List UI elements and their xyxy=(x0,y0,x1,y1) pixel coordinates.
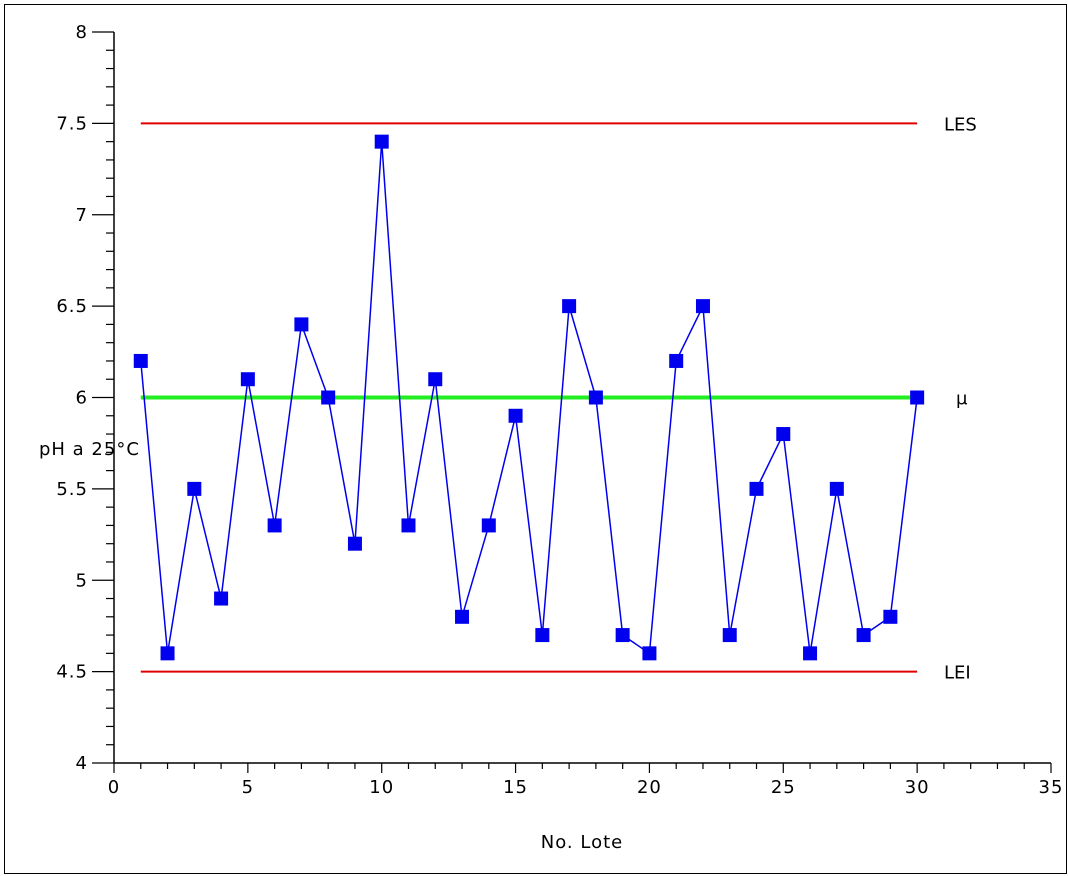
x-tick-label: 35 xyxy=(1039,777,1064,798)
x-axis-title: No. Lote xyxy=(541,832,623,853)
data-point xyxy=(856,628,871,643)
data-point xyxy=(749,481,764,496)
data-point xyxy=(267,518,282,533)
x-tick-label: 5 xyxy=(242,777,254,798)
data-point xyxy=(562,299,577,314)
y-tick-label: 5 xyxy=(76,570,88,591)
data-point xyxy=(535,628,550,643)
y-tick-label: 5.5 xyxy=(56,479,88,500)
reference-line-label: μ xyxy=(956,389,968,410)
data-point xyxy=(883,609,898,624)
data-point xyxy=(508,408,523,423)
data-point xyxy=(187,481,202,496)
series-line xyxy=(140,141,918,655)
y-tick-label: 6.5 xyxy=(56,296,88,317)
data-point xyxy=(455,609,470,624)
x-tick-label: 25 xyxy=(771,777,796,798)
y-tick-label: 6 xyxy=(76,388,88,409)
reference-lines: LES μ LEI xyxy=(140,114,977,684)
data-point xyxy=(669,353,684,368)
y-tick-label: 4 xyxy=(76,753,88,774)
reference-line-label: LEI xyxy=(944,663,971,684)
data-point xyxy=(401,518,416,533)
x-tick-label: 30 xyxy=(905,777,930,798)
y-tick-label: 4.5 xyxy=(56,662,88,683)
data-point xyxy=(294,317,309,332)
data-point xyxy=(776,427,791,442)
y-axis-title: pH a 25°C xyxy=(39,439,140,460)
data-point xyxy=(481,518,496,533)
x-tick-label: 15 xyxy=(503,777,528,798)
y-tick-label: 7.5 xyxy=(56,113,88,134)
data-point xyxy=(695,299,710,314)
data-series xyxy=(133,134,925,661)
data-point xyxy=(347,536,362,551)
y-tick-label: 8 xyxy=(76,22,88,43)
data-point xyxy=(588,390,603,405)
chart-frame xyxy=(4,4,1067,874)
x-tick-label: 10 xyxy=(369,777,394,798)
data-point xyxy=(803,646,818,661)
data-point xyxy=(374,134,389,149)
data-point xyxy=(240,372,255,387)
data-point xyxy=(214,591,229,606)
axes: 0 5 10 15 20 25 30 35 4 4.5 5 5.5 6 6.5 7 7.5 8 xyxy=(56,22,1064,798)
data-point xyxy=(428,372,443,387)
reference-line-label: LES xyxy=(944,114,977,135)
data-point xyxy=(910,390,925,405)
data-point xyxy=(321,390,336,405)
x-tick-label: 20 xyxy=(637,777,662,798)
y-tick-label: 7 xyxy=(76,205,88,226)
data-point xyxy=(642,646,657,661)
x-tick-label: 0 xyxy=(108,777,120,798)
data-point xyxy=(829,481,844,496)
data-point xyxy=(615,628,630,643)
data-point xyxy=(160,646,175,661)
data-point xyxy=(722,628,737,643)
data-point xyxy=(133,353,148,368)
